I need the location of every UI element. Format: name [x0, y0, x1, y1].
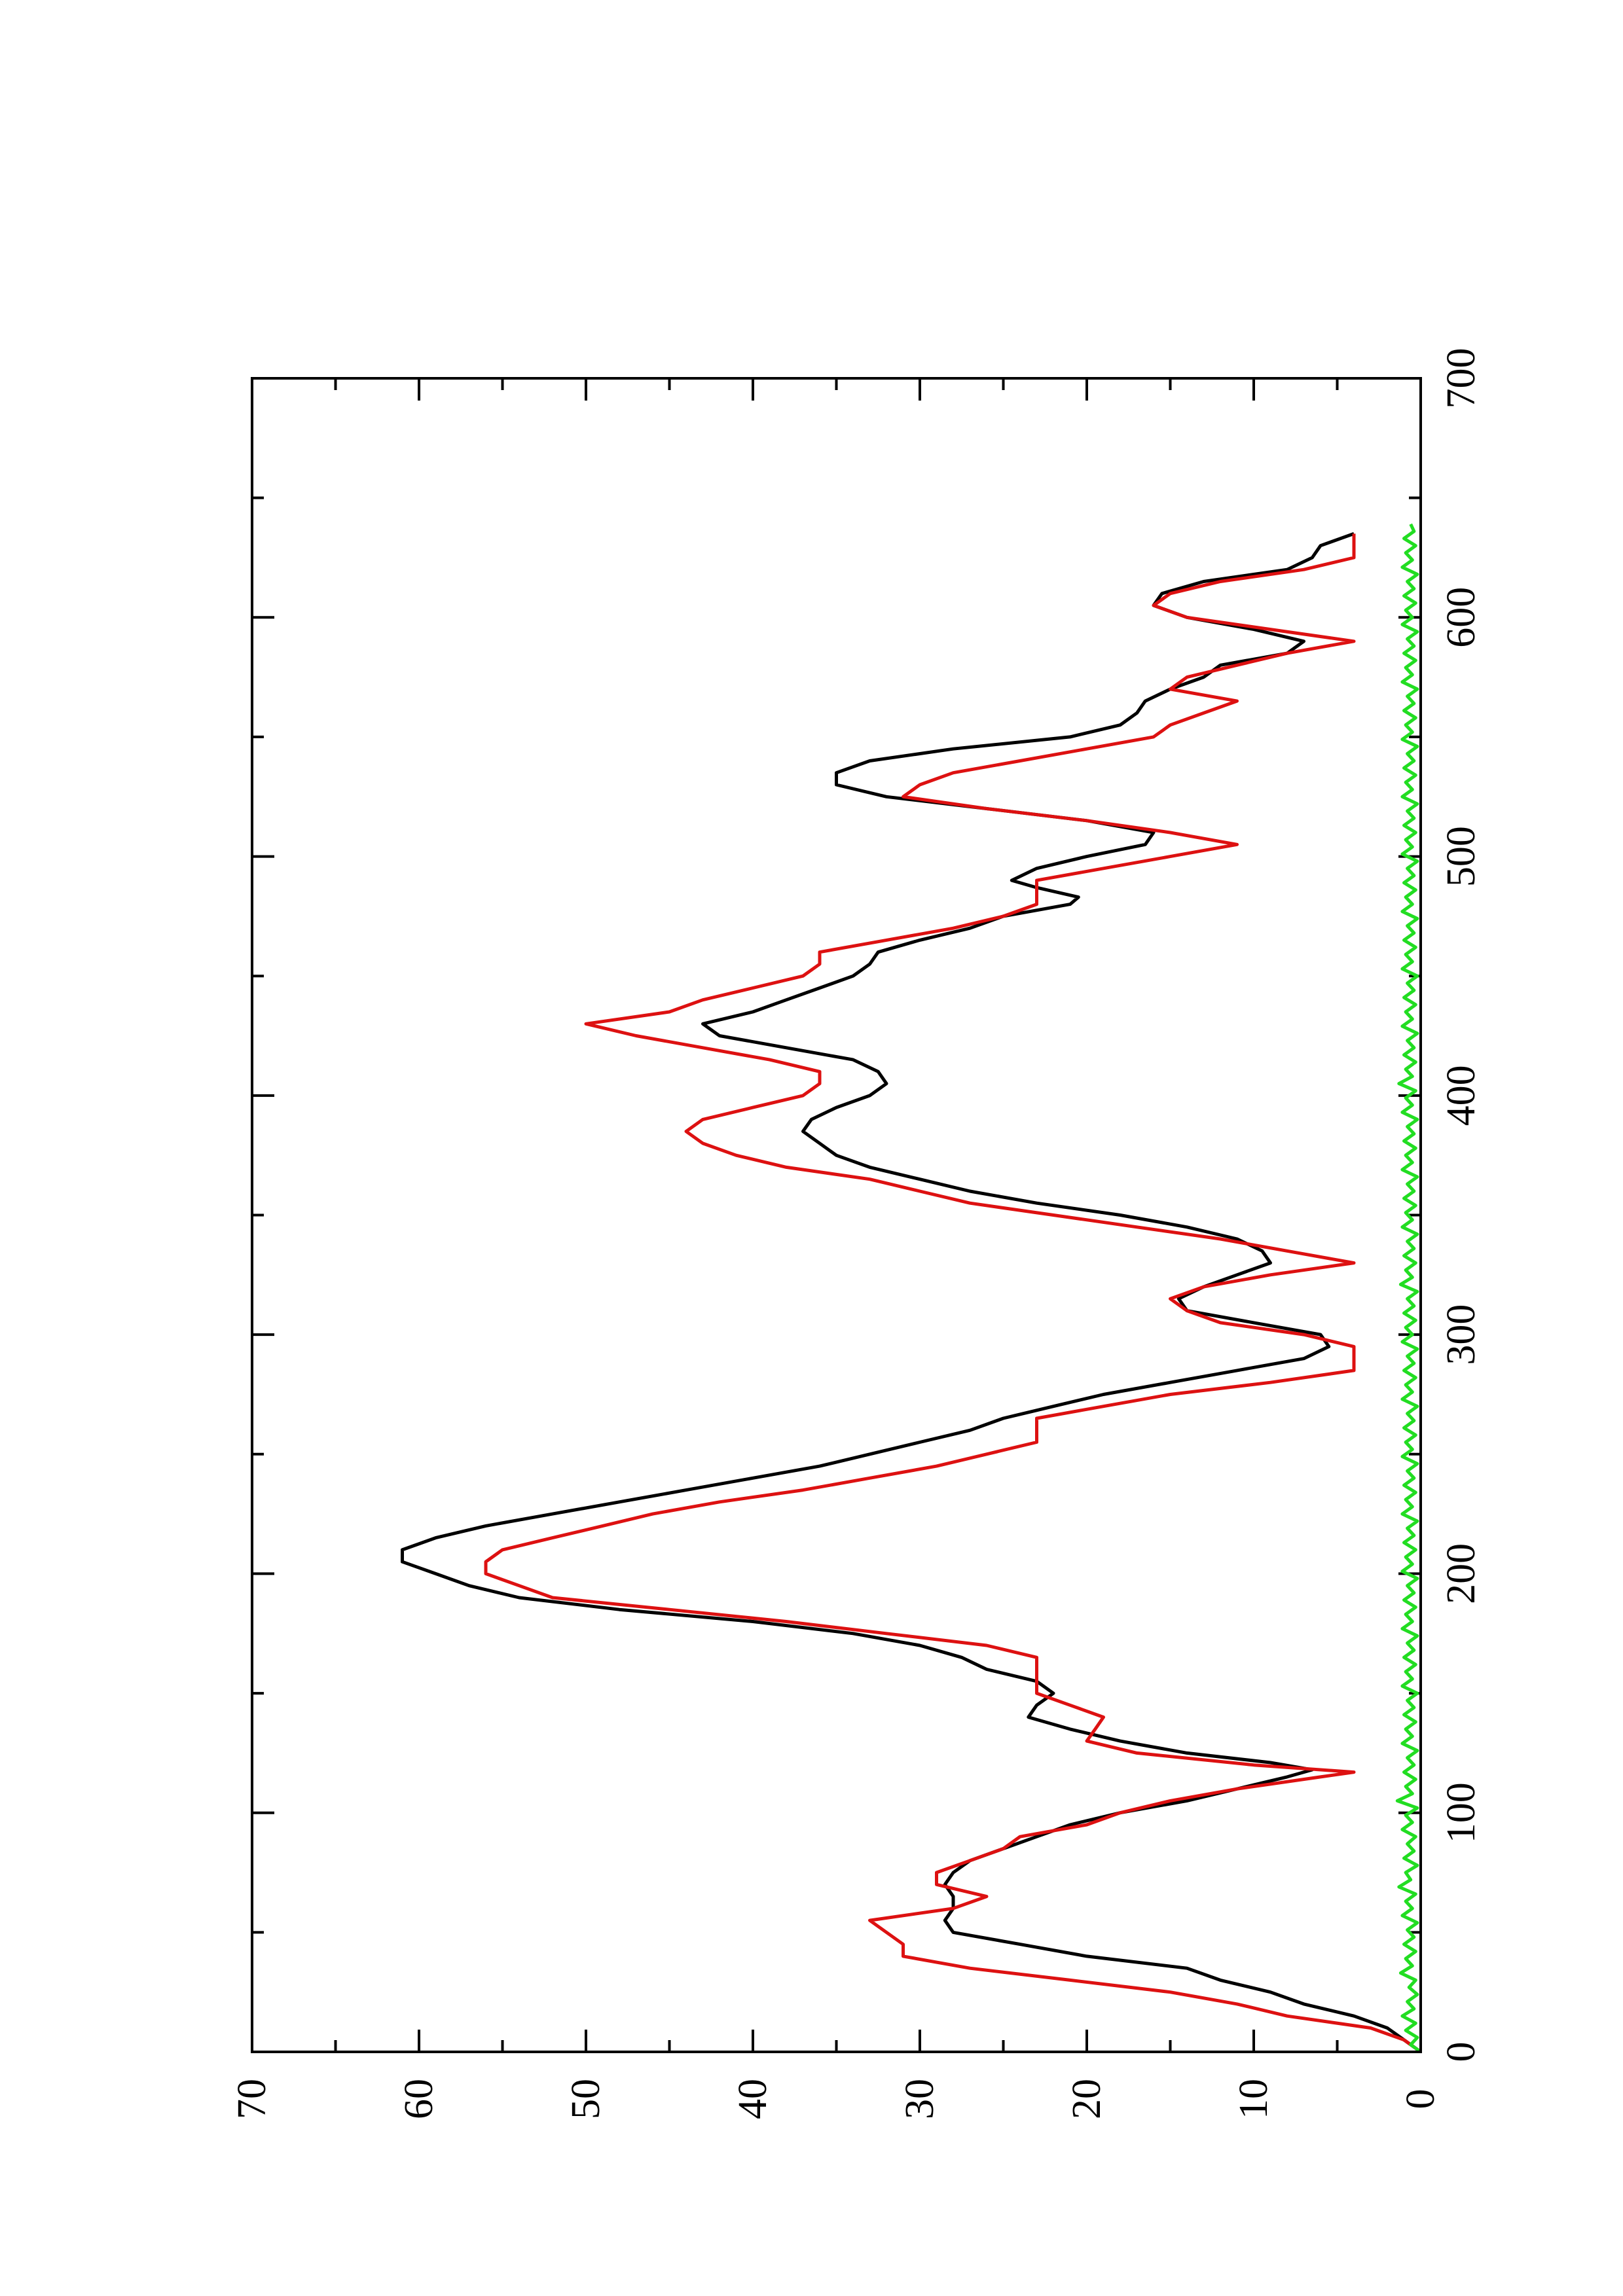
series-layer [401, 523, 1422, 2054]
y-tick-label: 20 [1065, 2079, 1109, 2119]
x-tick-label: 0 [1439, 2042, 1484, 2062]
y-tick-label: 70 [230, 2079, 274, 2119]
x-tick-label: 700 [1439, 348, 1484, 409]
y-tick-label: 50 [564, 2079, 608, 2119]
y-tick-label: 40 [731, 2079, 775, 2119]
x-tick-label: 200 [1439, 1543, 1484, 1604]
y-tick-label: 30 [898, 2079, 942, 2119]
x-tick-label: 400 [1439, 1065, 1484, 1126]
series-green-line [1395, 523, 1422, 2054]
series-black-line [401, 532, 1422, 2054]
x-tick-label: 100 [1439, 1782, 1484, 1843]
plot-frame [251, 377, 1422, 2053]
y-tick-label: 10 [1231, 2079, 1276, 2119]
series-red-line [484, 533, 1422, 2054]
x-tick-label: 500 [1439, 826, 1484, 887]
y-tick-label: 0 [1398, 2089, 1443, 2109]
x-tick-label: 600 [1439, 587, 1484, 648]
x-tick-label: 300 [1439, 1304, 1484, 1365]
axes: 0 100 200 300 400 500 600 700 0 10 20 30 40 50 60 70 [230, 348, 1484, 2120]
y-tick-label: 60 [397, 2079, 441, 2119]
